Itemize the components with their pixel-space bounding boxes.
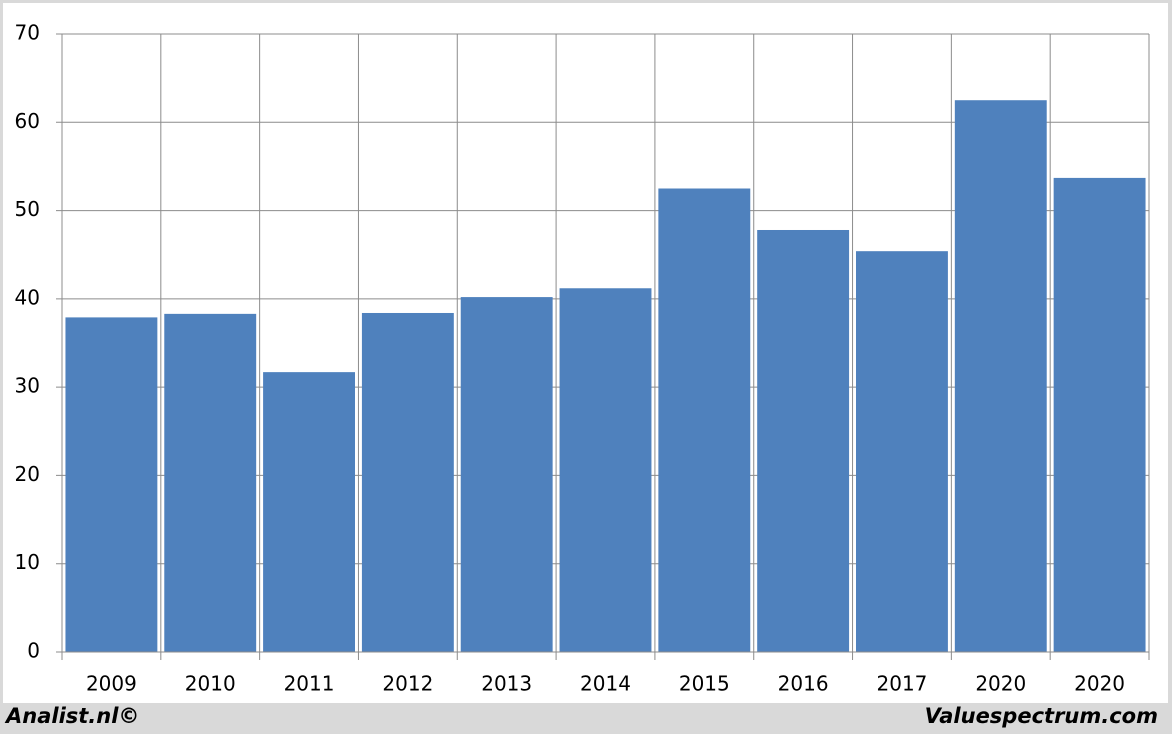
x-tick-label: 2020 [975, 672, 1026, 696]
x-tick-label: 2020 [1074, 672, 1125, 696]
bar [559, 288, 652, 652]
x-tick-label: 2014 [580, 672, 631, 696]
bar [263, 372, 355, 652]
x-tick-label: 2015 [679, 672, 730, 696]
y-tick-label: 60 [15, 109, 40, 133]
bar [658, 188, 751, 652]
bar [757, 229, 850, 652]
y-tick-label: 70 [15, 21, 40, 45]
x-tick-label: 2009 [86, 672, 137, 696]
y-tick-label: 0 [27, 639, 40, 663]
bar [164, 313, 257, 652]
x-tick-label: 2017 [877, 672, 928, 696]
y-tick-label: 40 [15, 285, 40, 309]
bar [65, 317, 158, 652]
footer-right: Valuespectrum.com [925, 704, 1158, 728]
footer-left: Analist.nl© [4, 704, 139, 728]
x-tick-label: 2010 [185, 672, 236, 696]
x-tick-label: 2013 [481, 672, 532, 696]
bar [460, 297, 553, 652]
x-tick-label: 2011 [284, 672, 335, 696]
bar [361, 312, 454, 652]
bar [954, 100, 1047, 652]
x-tick-label: 2016 [778, 672, 829, 696]
x-tick-label: 2012 [382, 672, 433, 696]
bar [1053, 177, 1146, 653]
y-tick-label: 30 [15, 374, 40, 398]
y-tick-label: 20 [15, 462, 40, 486]
y-tick-label: 50 [15, 197, 40, 221]
bar [856, 251, 948, 652]
y-tick-label: 10 [15, 550, 40, 574]
